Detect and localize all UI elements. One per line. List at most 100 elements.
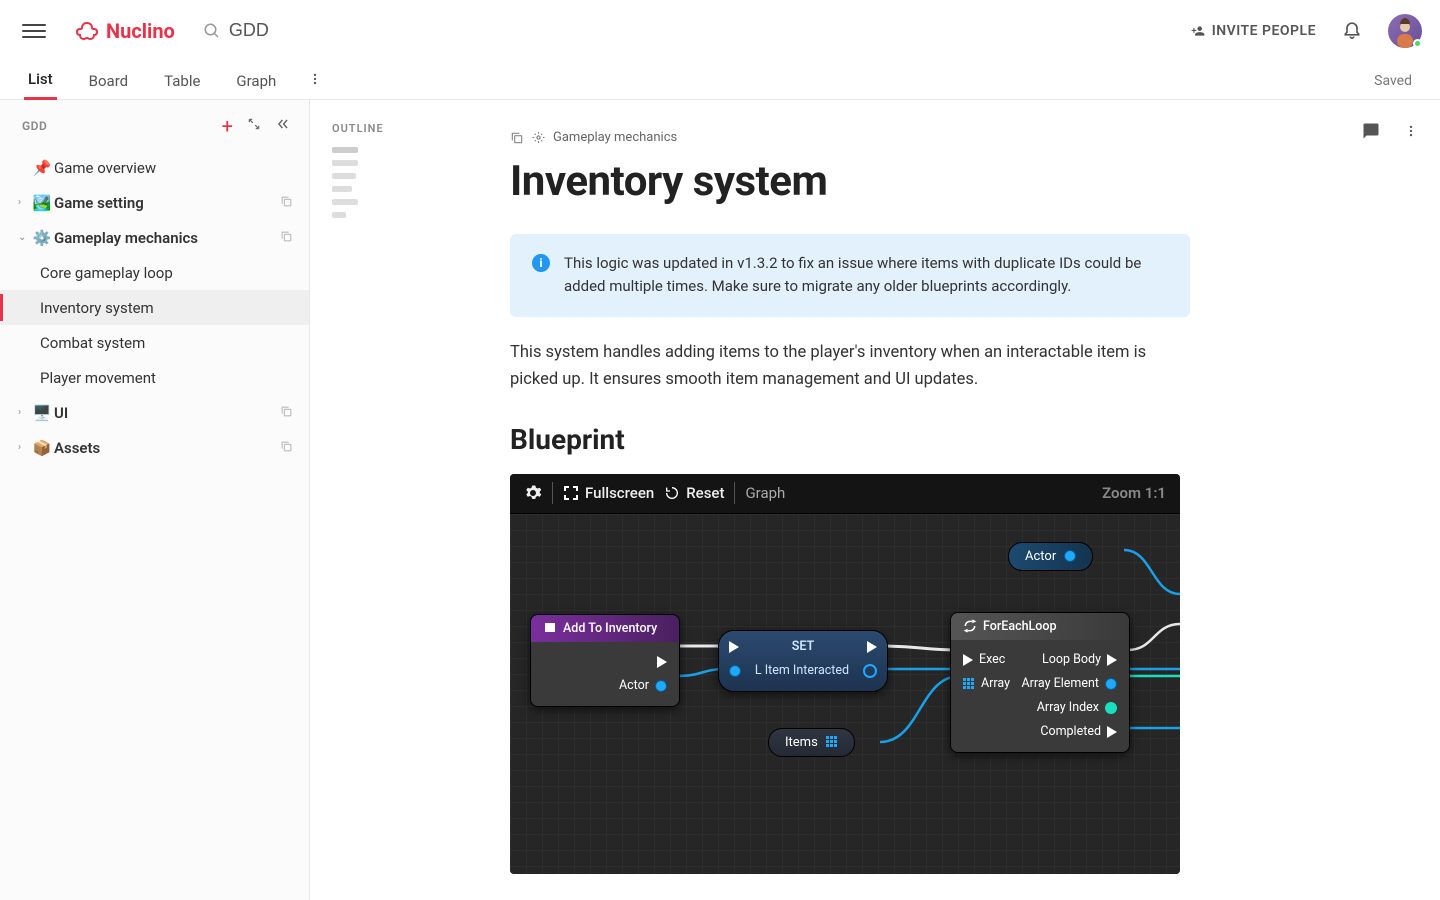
bp-pill-items[interactable]: Items [768,728,855,757]
bp-zoom-label: Zoom 1:1 [1102,484,1166,502]
tree-item-icon: 🖥️ [32,404,52,422]
bp-node-event[interactable]: Add To InventoryActor [530,614,680,707]
dots-vertical-icon [308,72,322,86]
outline-item[interactable] [332,199,358,205]
blueprint-embed[interactable]: Fullscreen Reset Graph Zoom 1:1 Add To I… [510,474,1180,874]
outline-item[interactable] [332,186,352,192]
sidebar-title: GDD [22,119,47,133]
tree-caret-icon: › [18,197,30,208]
fullscreen-icon [563,485,579,501]
bp-pill-actor[interactable]: Actor [1008,542,1093,571]
expand-sidebar-button[interactable] [247,117,261,135]
search-input[interactable] [229,20,329,41]
bp-node-foreach[interactable]: ForEachLoopExecLoop BodyArrayArray Eleme… [950,612,1130,753]
sidebar-item[interactable]: Core gameplay loop [0,255,309,290]
brain-icon [74,20,100,42]
bp-mode-label: Graph [745,484,785,502]
view-tab-graph[interactable]: Graph [232,62,280,100]
bell-icon [1342,19,1362,39]
sidebar-item[interactable]: ›🖥️UI [0,395,309,430]
sidebar-item[interactable]: ›📦Assets [0,430,309,465]
exec-pin-icon[interactable] [1107,654,1117,666]
tree-caret-icon: › [18,442,30,453]
gear-icon [532,131,545,144]
save-status: Saved [1374,73,1412,89]
data-pin-icon[interactable] [1105,678,1117,690]
sidebar: GDD + 📌Game overview›🏞️Game setting⌄⚙️Ga… [0,100,310,900]
tree-caret-icon: ⌄ [18,232,30,243]
outline-item[interactable] [332,147,358,153]
comment-icon [1362,122,1380,140]
page-title: Inventory system [510,157,1190,206]
exec-pin-icon[interactable] [657,656,667,668]
search-box[interactable] [203,20,329,41]
exec-pin-icon[interactable] [1107,726,1117,738]
tree-item-label: Combat system [40,334,309,352]
notifications-button[interactable] [1342,19,1362,43]
exec-pin-icon[interactable] [729,641,739,653]
view-tab-list[interactable]: List [24,62,57,100]
invite-people-button[interactable]: INVITE PEOPLE [1190,23,1316,39]
bp-node-set[interactable]: SETL Item Interacted [718,630,888,692]
presence-indicator [1413,39,1422,48]
menu-button[interactable] [22,19,46,43]
copy-icon [280,194,293,212]
data-pin-icon[interactable] [1064,550,1076,562]
outline-title: OUTLINE [332,122,480,135]
collapse-sidebar-button[interactable] [275,117,291,135]
data-pin-icon[interactable] [655,680,667,692]
tree-caret-icon: › [18,407,30,418]
app-name: Nuclino [106,19,175,43]
outline-item[interactable] [332,160,358,166]
sidebar-item[interactable]: Combat system [0,325,309,360]
breadcrumb[interactable]: Gameplay mechanics [510,130,1440,145]
view-tab-board[interactable]: Board [85,62,132,100]
search-icon [203,22,221,40]
tree-item-label: Assets [54,439,280,457]
sidebar-item[interactable]: Player movement [0,360,309,395]
expand-icon [247,117,261,131]
array-pin-icon[interactable] [963,678,975,690]
tree-item-label: Game setting [54,194,280,212]
view-more-button[interactable] [308,72,322,90]
person-add-icon [1190,24,1206,38]
event-icon [543,622,557,634]
copy-icon [510,131,524,145]
info-icon: i [532,254,550,272]
callout-text: This logic was updated in v1.3.2 to fix … [564,252,1168,299]
view-tab-table[interactable]: Table [160,62,204,100]
paragraph: This system handles adding items to the … [510,339,1190,393]
comments-button[interactable] [1362,122,1380,144]
outline-item[interactable] [332,212,346,218]
outline-item[interactable] [332,173,356,179]
array-pin-icon[interactable] [826,736,838,748]
exec-pin-icon[interactable] [963,654,973,666]
tree-item-icon: 🏞️ [32,194,52,212]
breadcrumb-parent[interactable]: Gameplay mechanics [553,130,677,145]
app-logo[interactable]: Nuclino [74,19,175,43]
sidebar-item[interactable]: ⌄⚙️Gameplay mechanics [0,220,309,255]
section-heading: Blueprint [510,423,1190,456]
new-page-button[interactable]: + [222,114,233,138]
doc-more-button[interactable] [1404,122,1418,144]
sidebar-item[interactable]: Inventory system [0,290,309,325]
callout-info: i This logic was updated in v1.3.2 to fi… [510,234,1190,317]
data-pin-icon[interactable] [1105,702,1117,714]
bp-fullscreen-button[interactable]: Fullscreen [563,484,654,502]
copy-icon [280,404,293,422]
tree-item-label: Player movement [40,369,309,387]
sidebar-item[interactable]: 📌Game overview [0,150,309,185]
dots-vertical-icon [1404,122,1418,140]
sidebar-item[interactable]: ›🏞️Game setting [0,185,309,220]
exec-pin-icon[interactable] [867,641,877,653]
loop-icon [963,619,977,633]
tree-item-label: Inventory system [40,299,309,317]
copy-icon [280,229,293,247]
tree-item-label: Gameplay mechanics [54,229,280,247]
bp-reset-button[interactable]: Reset [664,484,724,502]
user-avatar[interactable] [1388,14,1422,48]
tree-item-icon: 📌 [32,159,52,177]
gear-icon[interactable] [524,484,542,502]
data-pin-icon[interactable] [729,665,741,677]
tree-item-icon: 📦 [32,439,52,457]
